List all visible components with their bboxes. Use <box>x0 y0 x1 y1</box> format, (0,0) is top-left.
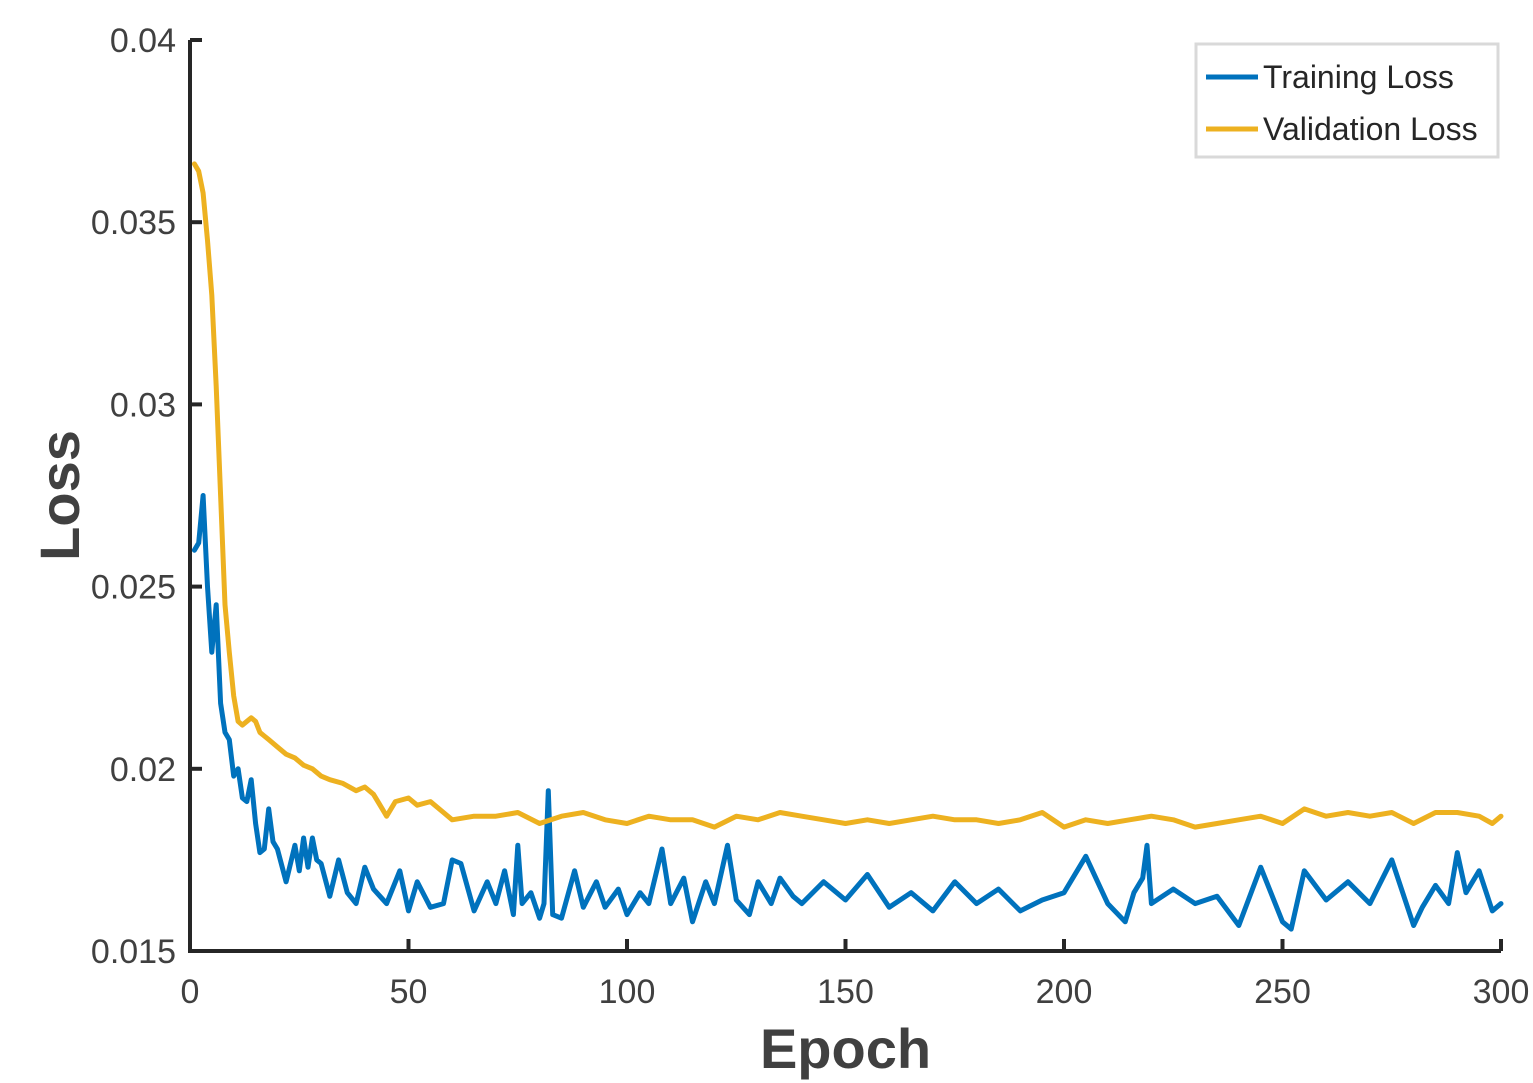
series-line-training-loss <box>191 493 1504 932</box>
x-tick-label: 100 <box>599 973 656 1011</box>
x-axis-title: Epoch <box>760 1017 931 1080</box>
y-axis-ticks: 0.015 0.02 0.025 0.03 0.035 0.04 <box>91 22 202 971</box>
y-tick-label: 0.015 <box>91 933 176 971</box>
legend-box <box>1194 42 1500 159</box>
y-axis-title: Loss <box>28 430 91 561</box>
x-tick-label: 0 <box>181 973 200 1011</box>
x-axis-ticks: 0 50 100 150 200 250 300 <box>181 939 1530 1011</box>
x-tick-label: 150 <box>817 973 874 1011</box>
series-line-validation-loss <box>191 161 1504 830</box>
y-tick-label: 0.04 <box>110 22 176 60</box>
y-tick-label: 0.035 <box>91 204 176 242</box>
x-tick-label: 200 <box>1036 973 1093 1011</box>
legend-label-validation-loss: Validation Loss <box>1263 111 1478 147</box>
y-tick-label: 0.025 <box>91 569 176 607</box>
legend-label-training-loss: Training Loss <box>1263 59 1454 95</box>
series-layer <box>191 161 1504 932</box>
x-tick-label: 300 <box>1473 973 1530 1011</box>
x-tick-label: 50 <box>390 973 428 1011</box>
x-tick-label: 250 <box>1254 973 1311 1011</box>
y-tick-label: 0.03 <box>110 386 176 424</box>
y-tick-label: 0.02 <box>110 751 176 789</box>
legend: Training Loss Validation Loss <box>1194 42 1500 159</box>
